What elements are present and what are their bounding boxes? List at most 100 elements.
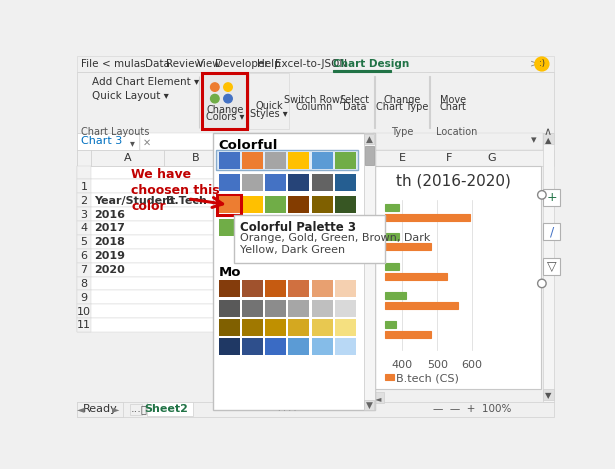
- Circle shape: [224, 83, 232, 91]
- Bar: [77, 150, 363, 166]
- Bar: [242, 319, 263, 336]
- Text: < mulas: < mulas: [101, 59, 145, 68]
- Text: 🔍: 🔍: [140, 404, 146, 414]
- Text: We have
choosen this
color: We have choosen this color: [131, 168, 220, 213]
- Text: View: View: [197, 59, 222, 68]
- Text: ◄: ◄: [375, 394, 381, 403]
- Bar: [219, 338, 240, 355]
- Bar: [77, 207, 91, 221]
- Bar: [242, 280, 263, 297]
- Bar: [362, 133, 373, 402]
- Bar: [265, 197, 286, 213]
- Text: 2016: 2016: [94, 210, 125, 219]
- Text: 400: 400: [392, 360, 413, 370]
- Bar: [384, 243, 431, 250]
- Bar: [384, 204, 399, 211]
- Text: B.Tech: B.Tech: [166, 196, 207, 205]
- Bar: [336, 73, 373, 129]
- Text: Switch Row/: Switch Row/: [285, 95, 344, 105]
- Text: Type: Type: [391, 127, 413, 137]
- Text: ▽: ▽: [547, 260, 557, 273]
- Text: ▲: ▲: [365, 135, 373, 144]
- Bar: [77, 221, 363, 235]
- Bar: [242, 300, 263, 317]
- Bar: [242, 174, 263, 191]
- Text: ◄: ◄: [77, 404, 84, 414]
- Text: 8: 8: [81, 279, 87, 289]
- Text: Mo: Mo: [219, 266, 241, 280]
- Bar: [384, 373, 394, 380]
- Circle shape: [210, 94, 219, 103]
- Bar: [312, 152, 333, 169]
- Bar: [77, 290, 363, 304]
- Bar: [373, 392, 384, 403]
- Text: 3: 3: [81, 210, 87, 219]
- Bar: [288, 280, 309, 297]
- Bar: [81, 76, 92, 86]
- Bar: [219, 280, 240, 297]
- Bar: [265, 319, 286, 336]
- Text: 6: 6: [81, 251, 87, 261]
- Bar: [242, 197, 263, 213]
- Text: ▾: ▾: [130, 138, 135, 148]
- Text: ▲: ▲: [545, 136, 551, 144]
- Text: th (2016-2020): th (2016-2020): [396, 174, 511, 189]
- Text: B.tech (CS): B.tech (CS): [396, 373, 459, 384]
- Bar: [365, 134, 375, 144]
- Bar: [77, 402, 554, 417]
- Text: ✕: ✕: [143, 138, 151, 148]
- Text: 600: 600: [462, 360, 483, 370]
- Bar: [333, 70, 391, 72]
- Text: 500: 500: [427, 360, 448, 370]
- Bar: [294, 73, 334, 129]
- Text: B: B: [192, 152, 199, 163]
- Bar: [373, 166, 541, 389]
- Bar: [226, 150, 288, 166]
- Text: 9: 9: [81, 293, 87, 303]
- Bar: [91, 150, 164, 166]
- Text: Chart Design: Chart Design: [333, 59, 409, 68]
- Bar: [384, 321, 396, 328]
- Text: A: A: [124, 152, 131, 163]
- Text: Quick: Quick: [255, 101, 283, 111]
- Bar: [542, 133, 554, 402]
- Bar: [312, 338, 333, 355]
- Text: Help: Help: [258, 59, 281, 68]
- Bar: [265, 152, 286, 169]
- Bar: [384, 292, 407, 299]
- Text: Ready: Ready: [83, 404, 118, 414]
- Bar: [213, 133, 375, 410]
- Bar: [312, 197, 333, 213]
- Bar: [77, 193, 91, 207]
- Bar: [77, 193, 363, 207]
- Bar: [146, 402, 193, 416]
- Text: —  —  +  100%: — — + 100%: [434, 404, 512, 414]
- Text: 2: 2: [81, 196, 87, 205]
- Bar: [77, 180, 363, 193]
- Bar: [219, 300, 240, 317]
- Bar: [373, 133, 542, 150]
- Text: ...: ...: [131, 404, 142, 414]
- Bar: [265, 300, 286, 317]
- Bar: [265, 280, 286, 297]
- Text: Data: Data: [145, 59, 170, 68]
- Text: Colorful: Colorful: [219, 139, 278, 152]
- Bar: [542, 133, 554, 144]
- Bar: [288, 338, 309, 355]
- Text: Chart Type: Chart Type: [376, 103, 429, 113]
- Text: ▾: ▾: [531, 136, 537, 145]
- Text: Colors ▾: Colors ▾: [205, 113, 244, 122]
- Bar: [77, 207, 363, 221]
- Bar: [249, 73, 289, 129]
- Text: ▲: ▲: [364, 136, 371, 144]
- Text: 2017: 2017: [94, 223, 125, 234]
- Bar: [77, 166, 91, 180]
- Text: ▼: ▼: [545, 391, 551, 400]
- Bar: [335, 197, 356, 213]
- Text: 2019: 2019: [94, 251, 125, 261]
- Bar: [544, 223, 560, 240]
- Bar: [335, 174, 356, 191]
- Bar: [384, 272, 446, 280]
- Bar: [265, 338, 286, 355]
- Bar: [363, 133, 375, 410]
